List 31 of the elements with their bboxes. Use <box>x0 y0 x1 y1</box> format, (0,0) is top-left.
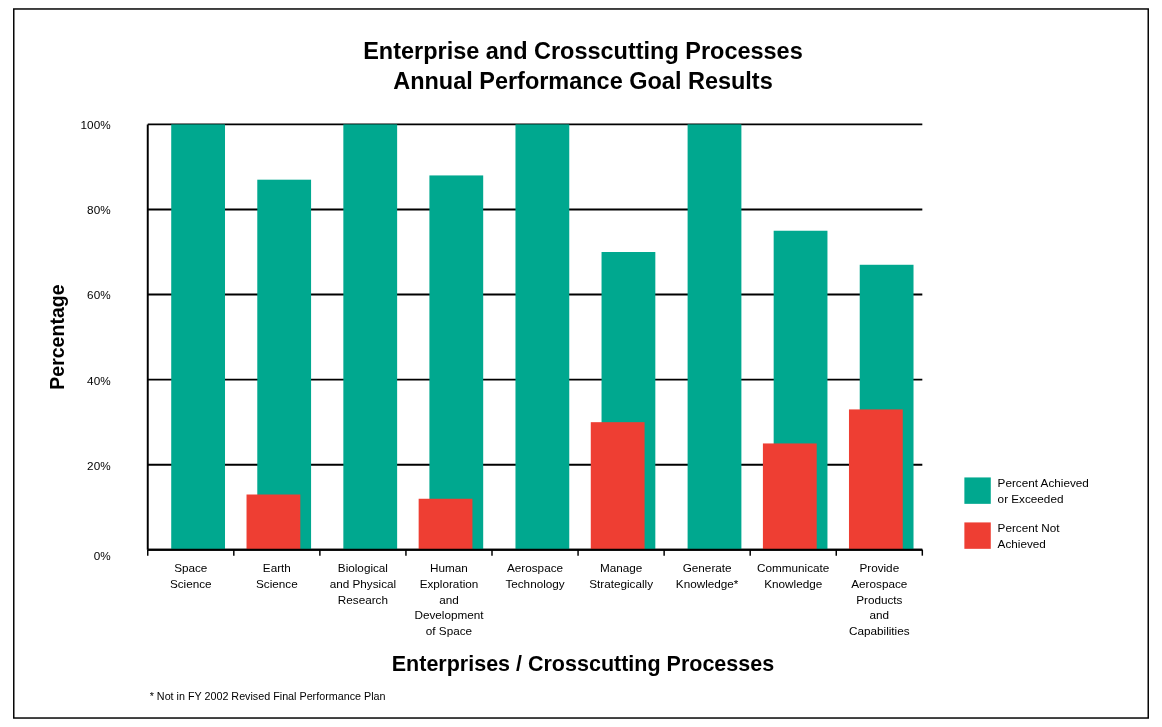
bar <box>590 422 645 550</box>
y-tick-label: 100% <box>80 118 111 132</box>
bar <box>687 124 742 550</box>
text: * Not in FY 2002 Revised Final Performance Plan <box>149 690 386 703</box>
x-tick-label: Earth Science <box>255 561 298 590</box>
x-tick-label: Space Science <box>169 561 212 590</box>
x-tick-label: Manage Strategically <box>589 561 654 590</box>
x-tick-label: Aerospace Technology <box>505 561 565 590</box>
x-tick-label: Human Exploration and Development of Space <box>414 561 485 637</box>
bar <box>515 124 570 550</box>
y-tick-label: 60% <box>87 288 111 302</box>
x-tick-label: Communicate Knowledge <box>757 561 830 590</box>
x-tick-label: Generate Knowledge* <box>675 561 739 590</box>
bar <box>343 124 398 550</box>
bar <box>848 409 903 550</box>
bar <box>171 124 226 550</box>
x-axis-title: Enterprises / Crosscutting Processes <box>391 652 775 677</box>
y-tick-label: 80% <box>87 203 111 217</box>
y-tick-label: 0% <box>93 548 111 562</box>
bar <box>418 498 473 550</box>
chart-title: Enterprise and Crosscutting Processes Annual Performance Goal Results <box>363 37 803 95</box>
bar <box>429 175 484 550</box>
x-tick-label: Biological and Physical Research <box>329 561 397 606</box>
bar <box>246 494 301 550</box>
y-tick-label: 40% <box>87 373 111 387</box>
y-axis-title: Percentage <box>45 284 68 390</box>
bar <box>762 443 817 550</box>
legend-label: Percent Achieved or Exceeded <box>997 476 1089 505</box>
legend-label: Percent Not Achieved <box>997 521 1061 550</box>
x-tick-label: Provide Aerospace Products and Capabilities <box>848 561 910 637</box>
y-tick-label: 20% <box>87 458 111 472</box>
